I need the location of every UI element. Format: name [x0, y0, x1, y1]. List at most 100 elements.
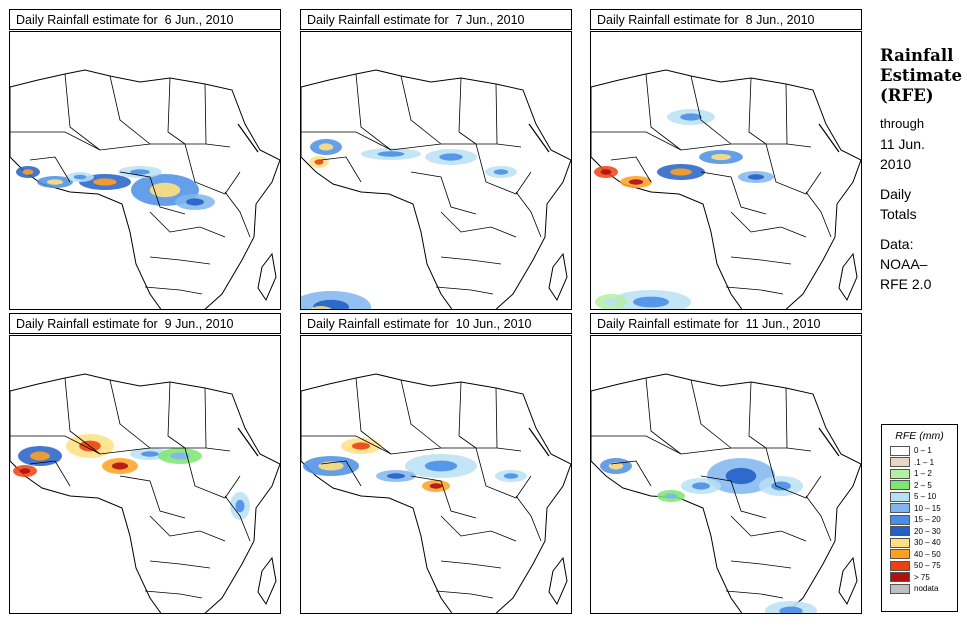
rainfall-core [600, 169, 612, 175]
rainfall-map [590, 31, 862, 310]
country-border [591, 131, 812, 151]
red-sea-coast [818, 427, 840, 457]
legend-title: RFE (mm) [895, 430, 944, 442]
rainfall-core [692, 482, 710, 490]
country-border [400, 379, 442, 449]
legend-swatch [890, 457, 910, 468]
rainfall-map [9, 335, 281, 614]
rainfall-core [664, 493, 678, 499]
country-border [184, 447, 241, 499]
rainfall-core [387, 473, 405, 479]
africa-map [301, 373, 571, 613]
legend-label: 20 – 30 [914, 526, 941, 536]
africa-map [591, 69, 861, 309]
country-border [149, 211, 226, 238]
rainfall-core [235, 499, 245, 513]
country-border [475, 447, 532, 499]
rainfall-core [318, 143, 334, 151]
rainfall-map [590, 335, 862, 614]
legend-item: 50 – 75 [890, 560, 957, 572]
country-border [204, 83, 207, 145]
country-border [700, 475, 767, 519]
red-sea-coast [818, 123, 840, 153]
rainfall-core [439, 153, 463, 161]
legend-label: .1 – 1 [914, 457, 935, 467]
legend-swatch [890, 514, 910, 525]
country-border [765, 447, 822, 499]
legend-item: 40 – 50 [890, 549, 957, 561]
period-line: Totals [880, 206, 917, 222]
panel-title: Daily Rainfall estimate for 6 Jun., 2010 [9, 9, 281, 30]
legend-label: 2 – 5 [914, 480, 932, 490]
country-border [410, 171, 477, 215]
rainfall-core [22, 169, 34, 175]
rainfall-area [310, 306, 332, 309]
country-border [204, 387, 207, 449]
country-border [119, 171, 186, 215]
legend-swatch [890, 549, 910, 560]
country-border [495, 83, 498, 145]
legend-swatch [890, 583, 910, 594]
legend-item: 15 – 20 [890, 514, 957, 526]
country-border [748, 77, 767, 145]
country-border [10, 435, 231, 455]
country-border [10, 131, 231, 151]
country-border [645, 377, 682, 455]
rainfall-map [300, 31, 572, 310]
legend-label: nodata [914, 584, 939, 594]
country-border [765, 143, 822, 195]
rainfall-core [670, 168, 692, 176]
rainfall-core [725, 467, 757, 485]
legend-label: 50 – 75 [914, 561, 941, 571]
source-line: RFE 2.0 [880, 276, 932, 292]
rainfall-core [424, 460, 458, 472]
country-border [785, 83, 788, 145]
country-border [109, 75, 151, 145]
rainfall-core [170, 452, 190, 460]
legend-swatch [890, 491, 910, 502]
rainfall-core [429, 483, 443, 489]
rainfall-core [747, 174, 765, 180]
red-sea-coast [528, 427, 550, 457]
source-line: NOAA– [880, 256, 928, 272]
legend-label: 40 – 50 [914, 549, 941, 559]
rainfall-core [779, 606, 803, 613]
rainfall-core [628, 179, 644, 185]
country-border [591, 435, 812, 455]
through-label: through [880, 116, 925, 131]
country-border [184, 143, 241, 195]
rainfall-core [93, 178, 117, 186]
country-border [610, 156, 652, 183]
legend-swatch [890, 572, 910, 583]
rainfall-core [186, 198, 204, 206]
legend-label: 1 – 2 [914, 469, 932, 479]
country-border [440, 560, 502, 569]
country-border [320, 460, 362, 487]
date-line: 2010 [880, 156, 912, 172]
rainfall-core [680, 113, 702, 121]
rainfall-core [493, 169, 509, 175]
country-border [109, 379, 151, 449]
country-border [645, 73, 682, 151]
africa-map [301, 69, 571, 309]
country-border [610, 460, 652, 487]
panel-title: Daily Rainfall estimate for 9 Jun., 2010 [9, 313, 281, 334]
country-border [458, 77, 477, 145]
rainfall-core [603, 298, 619, 306]
legend-item: 0 – 1 [890, 445, 957, 457]
country-border [149, 560, 211, 569]
country-border [29, 460, 71, 487]
period-line: Daily [880, 186, 912, 202]
country-border [355, 377, 392, 455]
country-border [458, 381, 477, 449]
country-border [690, 379, 732, 449]
rainfall-core [19, 468, 31, 474]
africa-map [591, 373, 861, 613]
legend-label: 5 – 10 [914, 492, 937, 502]
country-border [690, 75, 732, 145]
legend-item: .1 – 1 [890, 457, 957, 469]
country-border [730, 256, 792, 265]
legend-item: nodata [890, 583, 957, 595]
country-border [475, 143, 532, 195]
country-border [700, 171, 767, 215]
